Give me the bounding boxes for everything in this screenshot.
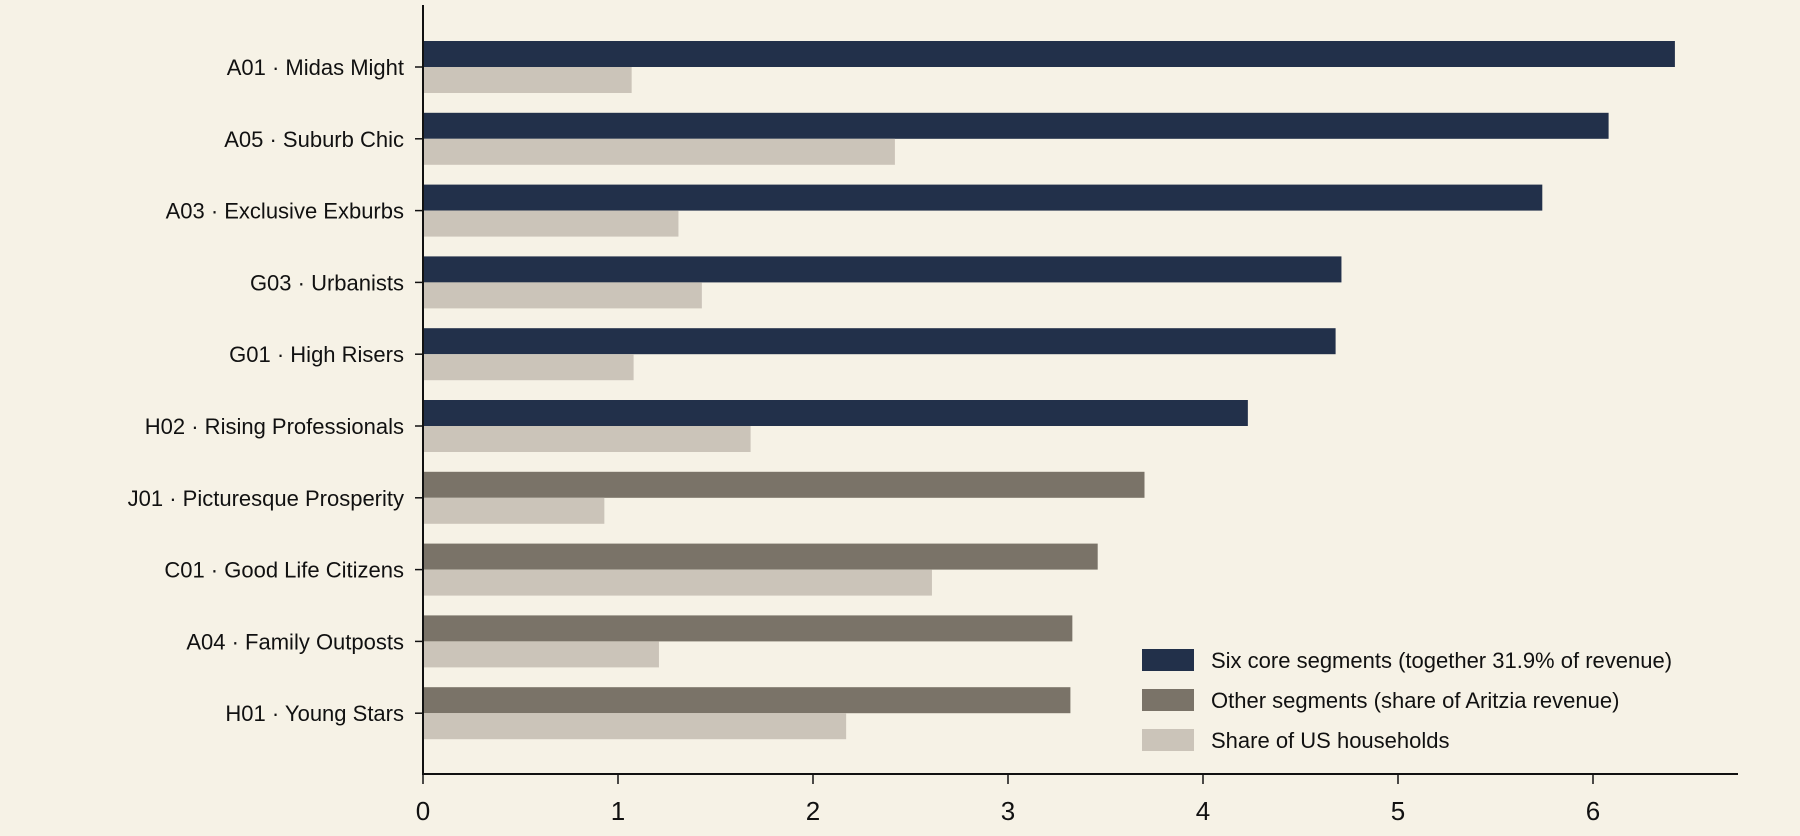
revenue-share-bar: [423, 41, 1675, 67]
revenue-share-bar: [423, 615, 1073, 642]
legend-label: Share of US households: [1211, 728, 1450, 753]
category-label: A04 · Family Outposts: [186, 629, 404, 654]
category-labels: A01 · Midas Might A05 · Suburb Chic A03 · …: [128, 55, 423, 726]
legend-label: Six core segments (together 31.9% of rev…: [1211, 648, 1672, 673]
legend-swatch: [1142, 649, 1194, 671]
revenue-share-bar: [423, 471, 1145, 498]
household-share-bar: [423, 67, 632, 93]
household-share-bar: [423, 713, 847, 740]
legend-swatch: [1142, 689, 1194, 711]
household-share-bar: [423, 641, 659, 668]
revenue-share-bar: [423, 400, 1248, 426]
household-share-bar: [423, 138, 895, 165]
category-label: C01 · Good Life Citizens: [164, 558, 404, 583]
x-tick-label: 3: [1001, 796, 1015, 826]
x-tick-label: 4: [1196, 796, 1210, 826]
revenue-share-bar: [423, 328, 1336, 355]
revenue-share-bar: [423, 184, 1543, 211]
household-share-bar: [423, 569, 932, 596]
household-share-bar: [423, 354, 634, 381]
category-label: G03 · Urbanists: [250, 270, 404, 295]
x-tick-label: 6: [1586, 796, 1600, 826]
category-label: A05 · Suburb Chic: [224, 127, 404, 152]
category-label: G01 · High Risers: [229, 342, 404, 367]
category-label: A01 · Midas Might: [227, 55, 404, 80]
revenue-share-bar: [423, 112, 1609, 139]
category-label: J01 · Picturesque Prosperity: [128, 486, 404, 511]
x-tick-label: 0: [416, 796, 430, 826]
x-axis-ticks: 0 1 2 3 4 5 6: [416, 774, 1600, 826]
category-label: H02 · Rising Professionals: [145, 414, 404, 439]
household-share-bar: [423, 497, 605, 524]
legend: Six core segments (together 31.9% of rev…: [1142, 648, 1672, 753]
household-share-bar: [423, 282, 702, 309]
revenue-share-bar: [423, 687, 1071, 714]
bars-group: [423, 41, 1675, 740]
revenue-share-bar: [423, 256, 1342, 283]
household-share-bar: [423, 210, 679, 237]
household-share-bar: [423, 426, 751, 452]
x-tick-label: 1: [611, 796, 625, 826]
category-label: H01 · Young Stars: [225, 701, 404, 726]
legend-label: Other segments (share of Aritzia revenue…: [1211, 688, 1619, 713]
category-label: A03 · Exclusive Exburbs: [166, 199, 404, 224]
revenue-share-bar: [423, 543, 1098, 570]
x-tick-label: 5: [1391, 796, 1405, 826]
legend-swatch: [1142, 729, 1194, 751]
x-tick-label: 2: [806, 796, 820, 826]
